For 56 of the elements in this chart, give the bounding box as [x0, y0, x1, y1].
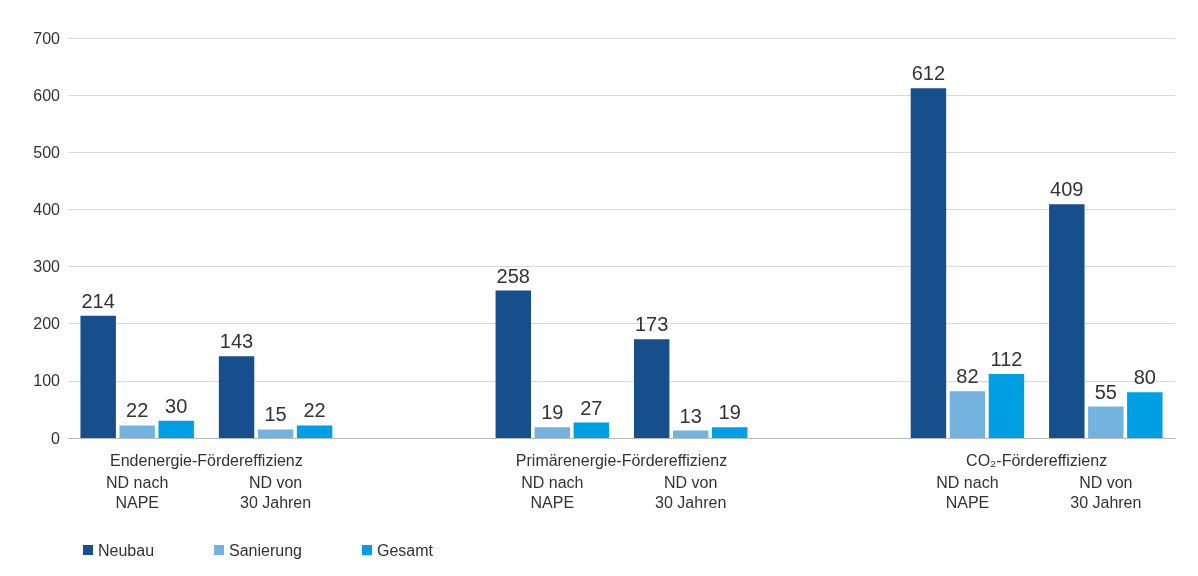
- data-label: 143: [219, 330, 254, 353]
- y-tick-label: 500: [33, 143, 61, 161]
- bar: [988, 374, 1025, 438]
- data-label: 173: [635, 313, 669, 336]
- x-tick-label: ND nach NAPE: [106, 473, 169, 511]
- bar: [711, 427, 748, 438]
- bar: [119, 425, 155, 438]
- bar: [949, 391, 986, 438]
- legend-label: Gesamt: [376, 541, 434, 559]
- y-tick-label: 600: [33, 86, 61, 104]
- data-label: 19: [541, 401, 564, 424]
- bar: [633, 339, 670, 438]
- data-label: 22: [303, 399, 326, 422]
- y-tick-label: 300: [33, 258, 61, 276]
- x-tick-label: ND nach NAPE: [936, 473, 999, 511]
- data-label: 214: [81, 289, 115, 312]
- legend-label: Neubau: [98, 541, 155, 559]
- data-label: 409: [1050, 178, 1084, 201]
- bar: [495, 290, 532, 438]
- data-label: 82: [956, 365, 979, 388]
- bar: [1127, 392, 1163, 438]
- y-tick-label: 0: [51, 429, 61, 447]
- y-tick-label: 700: [33, 29, 61, 47]
- bar: [672, 430, 709, 438]
- data-label: 80: [1133, 366, 1156, 389]
- data-label: 22: [126, 399, 149, 422]
- data-label: 612: [911, 62, 946, 85]
- text: Primärenergie-Fördereffizienz: [515, 451, 728, 469]
- data-label: 30: [165, 394, 188, 417]
- y-tick-label: 200: [33, 315, 61, 333]
- text: CO₂-Fördereffizienz: [966, 451, 1108, 469]
- bar: [573, 422, 610, 438]
- legend-label: Sanierung: [229, 541, 302, 559]
- bar: [80, 315, 116, 438]
- bar: [257, 429, 294, 438]
- x-tick-label: ND von 30 Jahren: [1070, 473, 1142, 511]
- y-tick-label: 400: [33, 200, 61, 218]
- data-label: 55: [1094, 380, 1117, 403]
- bar: [534, 427, 571, 438]
- bar: [1088, 406, 1124, 438]
- data-label: 15: [264, 403, 287, 426]
- bar: [158, 420, 194, 438]
- data-label: 13: [679, 404, 702, 427]
- bar: [910, 88, 947, 438]
- bar: [218, 356, 255, 438]
- bar: [1049, 204, 1085, 438]
- data-label: 27: [580, 396, 603, 419]
- y-tick-label: 100: [33, 372, 61, 390]
- text: Endenergie-Fördereffizienz: [110, 451, 303, 469]
- x-tick-label: ND von 30 Jahren: [655, 473, 727, 511]
- data-label: 112: [990, 348, 1023, 370]
- data-label: 258: [496, 264, 530, 287]
- bar: [296, 425, 333, 438]
- x-tick-label: ND von 30 Jahren: [239, 473, 312, 511]
- data-label: 19: [718, 401, 741, 424]
- x-tick-label: ND nach NAPE: [521, 473, 584, 511]
